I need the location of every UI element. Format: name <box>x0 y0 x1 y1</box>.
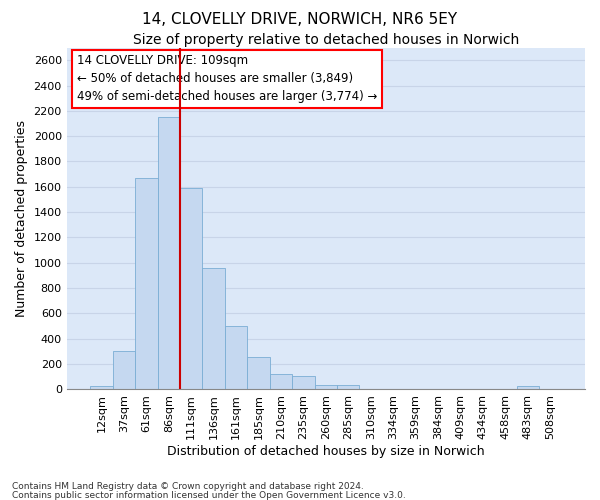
Bar <box>158 117 180 389</box>
Bar <box>135 178 158 389</box>
Text: Contains public sector information licensed under the Open Government Licence v3: Contains public sector information licen… <box>12 490 406 500</box>
Bar <box>225 326 247 389</box>
Bar <box>292 376 314 389</box>
Text: 14 CLOVELLY DRIVE: 109sqm
← 50% of detached houses are smaller (3,849)
49% of se: 14 CLOVELLY DRIVE: 109sqm ← 50% of detac… <box>77 54 377 104</box>
Bar <box>90 386 113 389</box>
Text: Contains HM Land Registry data © Crown copyright and database right 2024.: Contains HM Land Registry data © Crown c… <box>12 482 364 491</box>
X-axis label: Distribution of detached houses by size in Norwich: Distribution of detached houses by size … <box>167 444 485 458</box>
Bar <box>517 386 539 389</box>
Bar <box>337 386 359 389</box>
Y-axis label: Number of detached properties: Number of detached properties <box>15 120 28 317</box>
Text: 14, CLOVELLY DRIVE, NORWICH, NR6 5EY: 14, CLOVELLY DRIVE, NORWICH, NR6 5EY <box>142 12 458 28</box>
Bar <box>314 386 337 389</box>
Title: Size of property relative to detached houses in Norwich: Size of property relative to detached ho… <box>133 32 519 46</box>
Bar <box>180 188 202 389</box>
Bar <box>113 351 135 389</box>
Bar <box>247 358 270 389</box>
Bar <box>270 374 292 389</box>
Bar <box>202 268 225 389</box>
